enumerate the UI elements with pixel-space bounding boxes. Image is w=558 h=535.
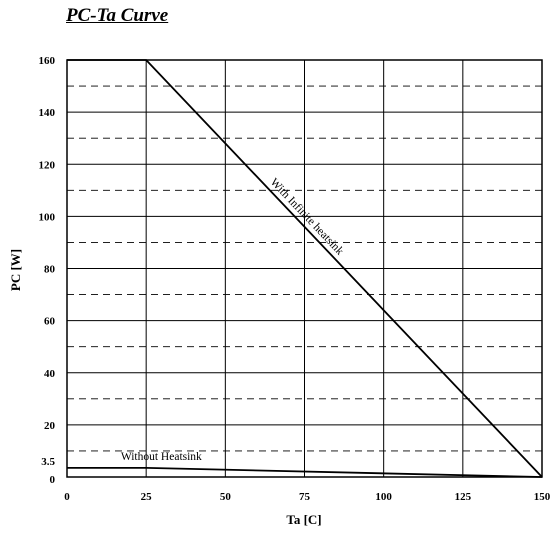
y-tick-label: 120 [39, 159, 56, 171]
x-tick-label: 75 [299, 491, 311, 503]
y-axis-label: PC [W] [8, 249, 23, 291]
series-line-1 [67, 466, 543, 478]
y-tick-label: 140 [39, 107, 56, 119]
x-tick-label: 25 [141, 491, 153, 503]
grid [66, 59, 543, 478]
x-tick-label: 150 [534, 491, 551, 503]
y-tick-label: 80 [44, 264, 56, 276]
y-tick-label: 20 [44, 420, 56, 432]
y-tick-label: 40 [44, 368, 56, 380]
plot-frame [66, 59, 543, 478]
y-tick-label: 0 [50, 474, 56, 486]
x-tick-label: 50 [220, 491, 232, 503]
series-line-0 [67, 59, 543, 478]
series [67, 59, 543, 478]
tick-labels: 0 25 50 75 100 125 150 0 3.5 20 40 60 80 100 120 140 160 [39, 55, 551, 503]
annotation-label: Without Heatsink [121, 451, 202, 463]
annotations: With Infinite heatsink Without Heatsink [121, 176, 346, 463]
x-axis-label: Ta [C] [286, 512, 321, 527]
annotation-label: With Infinite heatsink [268, 176, 346, 257]
x-tick-label: 100 [375, 491, 392, 503]
y-tick-label: 60 [44, 316, 56, 328]
x-tick-label: 125 [455, 491, 472, 503]
x-tick-label: 0 [64, 491, 70, 503]
y-tick-label: 3.5 [41, 456, 55, 468]
chart-title: PC-Ta Curve [66, 5, 169, 26]
y-tick-label: 160 [39, 55, 56, 67]
y-tick-label: 100 [39, 211, 56, 223]
